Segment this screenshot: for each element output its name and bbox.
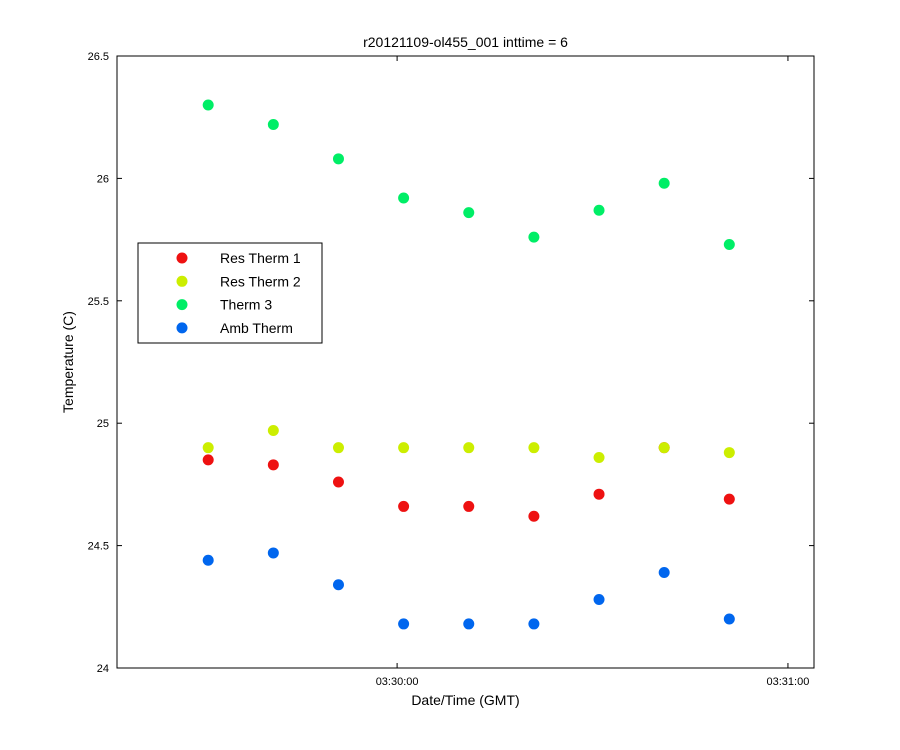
y-tick-label: 25 <box>97 418 109 430</box>
data-points <box>202 99 735 630</box>
data-point <box>267 425 279 437</box>
data-point <box>658 177 670 189</box>
data-point <box>267 459 279 471</box>
data-point <box>723 613 735 625</box>
x-tick-label: 03:31:00 <box>767 676 810 688</box>
data-point <box>332 579 344 591</box>
data-point <box>658 442 670 454</box>
data-point <box>463 500 475 512</box>
legend-entry: Therm 3 <box>220 297 272 313</box>
data-point <box>398 442 410 454</box>
data-point <box>463 207 475 219</box>
data-point <box>398 618 410 630</box>
legend-marker <box>176 322 188 334</box>
data-point <box>332 442 344 454</box>
data-point <box>332 153 344 165</box>
data-point <box>332 476 344 488</box>
legend-box <box>137 242 323 344</box>
data-point <box>723 493 735 505</box>
data-point <box>267 547 279 559</box>
data-point <box>593 488 605 500</box>
data-point <box>658 567 670 579</box>
legend-entry: Res Therm 2 <box>220 273 301 289</box>
x-tick-label: 03:30:00 <box>376 676 419 688</box>
data-point <box>202 442 214 454</box>
axis-ticks: 24 24.5 25 25.5 26 26.5 03:30:00 03:31:00 <box>88 51 814 688</box>
data-point <box>593 593 605 605</box>
x-axis-label: Date/Time (GMT) <box>411 692 519 708</box>
data-point <box>528 618 540 630</box>
data-point <box>528 231 540 243</box>
data-point <box>463 618 475 630</box>
legend-marker <box>176 299 188 311</box>
legend-marker <box>176 275 188 287</box>
plot-area <box>116 55 815 669</box>
y-tick-label: 25.5 <box>88 296 109 308</box>
data-point <box>528 442 540 454</box>
series-therm-3 <box>202 99 735 250</box>
data-point <box>463 442 475 454</box>
y-tick-label: 26.5 <box>88 51 109 63</box>
legend-entry: Amb Therm <box>220 320 293 336</box>
data-point <box>267 119 279 131</box>
y-tick-label: 24.5 <box>88 541 109 553</box>
data-point <box>723 238 735 250</box>
y-axis-label: Temperature (C) <box>60 311 76 413</box>
y-tick-label: 26 <box>97 173 109 185</box>
data-point <box>202 99 214 111</box>
data-point <box>593 204 605 216</box>
data-point <box>202 454 214 466</box>
legend-entry: Res Therm 1 <box>220 250 301 266</box>
data-point <box>398 500 410 512</box>
series-res-therm-2 <box>202 425 735 463</box>
data-point <box>398 192 410 204</box>
legend: Res Therm 1 Res Therm 2 Therm 3 Amb Therm <box>137 242 323 344</box>
data-point <box>593 451 605 463</box>
data-point <box>528 510 540 522</box>
y-tick-label: 24 <box>97 663 109 675</box>
series-amb-therm <box>202 547 735 630</box>
data-point <box>202 554 214 566</box>
chart-title: r20121109-ol455_001 inttime = 6 <box>363 34 568 50</box>
data-point <box>723 447 735 459</box>
legend-marker <box>176 252 188 264</box>
